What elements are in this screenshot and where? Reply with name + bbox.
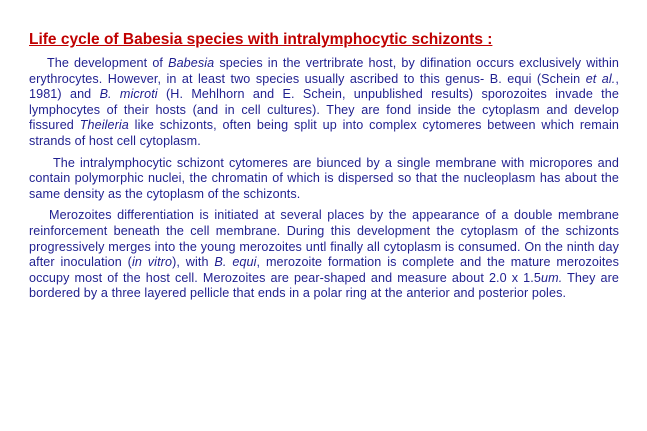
para1-seg2: species in the vertribrate host, by difi…	[29, 56, 620, 86]
para3-seg5: um.	[541, 270, 563, 285]
para1-seg4: , 1981) and	[29, 71, 620, 102]
para2-seg0: The intralymphocytic schizont cytomeres …	[29, 155, 619, 201]
para1-seg5: B. microti	[99, 87, 158, 102]
para3-seg3: B. equi	[214, 255, 257, 270]
paragraph-3: Merozoites differentiation is initiated …	[29, 208, 619, 302]
para1-seg3: et al.	[585, 71, 616, 86]
slide: Life cycle of Babesia species with intra…	[29, 30, 619, 308]
para1-seg7: Theileria	[79, 118, 129, 133]
page-title: Life cycle of Babesia species with intra…	[29, 31, 493, 48]
paragraph-2: The intralymphocytic schizont cytomeres …	[29, 156, 619, 203]
para3-seg1: in vitro	[131, 255, 173, 270]
para3-seg0: Merozoites differentiation is initiated …	[29, 208, 619, 270]
para3-seg4: , merozoite formation is complete and th…	[29, 255, 619, 285]
para1-seg0: The development of	[47, 56, 169, 70]
para3-seg6: They are bordered by a three layered pel…	[29, 270, 620, 301]
para1-seg6: (H. Mehlhorn and E. Schein, unpublished …	[29, 87, 619, 133]
para1-seg8: like schizonts, often being split up int…	[29, 118, 619, 148]
paragraph-1: The development of Babesia species in th…	[29, 56, 619, 150]
para1-seg1: Babesia	[168, 56, 215, 70]
para3-seg2: ), with	[172, 255, 215, 270]
